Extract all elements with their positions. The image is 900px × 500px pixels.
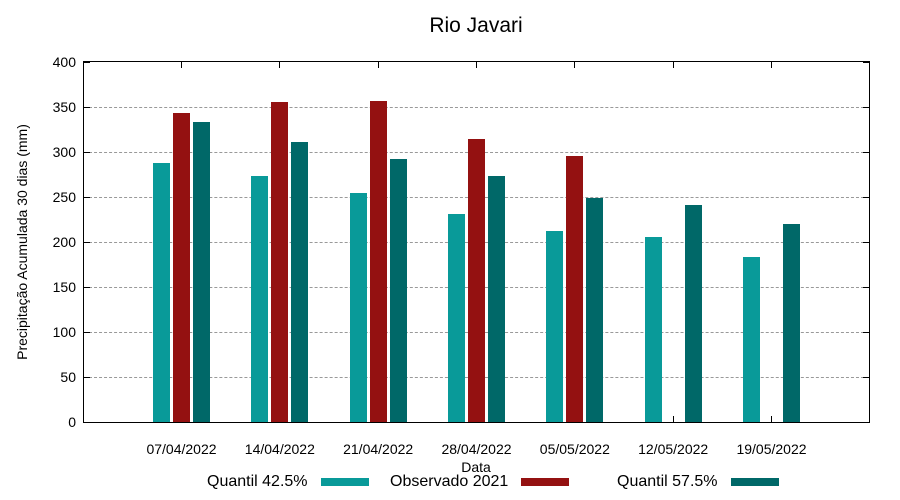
bar [468,139,485,422]
bar [251,176,269,422]
x-tick-label: 14/04/2022 [244,441,315,457]
y-tick-label: 100 [52,324,76,340]
y-tick [863,376,869,378]
legend-label: Observado 2021 [390,473,509,490]
bar [271,101,289,422]
bar [369,100,387,422]
y-tick-label: 150 [52,279,76,295]
bar [644,236,662,422]
bar [586,197,604,422]
bar [173,113,190,422]
y-tick [863,286,869,288]
bar [389,159,407,422]
bar [153,162,170,422]
x-tick [476,62,477,68]
legend-label: Quantil 42.5% [207,473,308,490]
legend-item: Quantil 57.5% [617,473,779,491]
legend-swatch [730,478,779,486]
x-axis-label: Data [461,459,491,475]
bar [566,155,584,422]
plot-area [83,61,870,423]
y-tick-label: 400 [52,54,76,70]
bar [349,193,367,422]
x-tick-label: 21/04/2022 [343,441,414,457]
y-tick [863,196,869,198]
bar [448,214,465,422]
chart-title: Rio Javari [429,14,523,37]
y-tick [863,151,869,153]
y-tick-label: 350 [52,99,76,115]
y-tick [863,421,869,423]
legend-item: Observado 2021 [390,473,570,491]
x-tick-label: 19/05/2022 [736,441,807,457]
bar [291,142,309,422]
y-tick [863,61,869,63]
y-tick-label: 250 [52,189,76,205]
bar [488,176,505,422]
x-tick [672,416,674,422]
y-tick [863,331,869,333]
legend-swatch [521,478,570,486]
x-tick [181,62,182,68]
y-tick-label: 50 [60,369,76,385]
y-tick [863,106,869,108]
y-tick-label: 300 [52,144,76,160]
legend-label: Quantil 57.5% [617,473,718,490]
y-tick-label: 200 [52,234,76,250]
bar [193,122,210,422]
x-tick [574,62,576,68]
y-tick [84,331,90,333]
x-tick [771,62,772,68]
bar [684,205,702,422]
y-tick [84,196,90,198]
x-tick [672,62,674,68]
x-tick-label: 12/05/2022 [638,441,709,457]
legend-swatch [320,478,369,486]
x-tick [377,62,379,68]
x-tick-label: 05/05/2022 [539,441,610,457]
y-tick [84,376,90,378]
y-tick [84,286,90,288]
y-tick [84,421,90,423]
x-tick-label: 28/04/2022 [441,441,512,457]
y-tick [863,241,869,243]
y-tick [84,106,90,108]
bar [743,257,760,422]
x-tick [771,416,772,422]
x-tick [279,62,281,68]
y-tick [84,241,90,243]
y-tick [84,61,90,63]
bar [546,231,564,422]
gridline [84,106,869,108]
bar [783,224,800,422]
legend-item: Quantil 42.5% [207,473,369,491]
x-tick-label: 07/04/2022 [146,441,217,457]
y-tick [84,151,90,153]
y-tick-label: 0 [68,414,76,430]
